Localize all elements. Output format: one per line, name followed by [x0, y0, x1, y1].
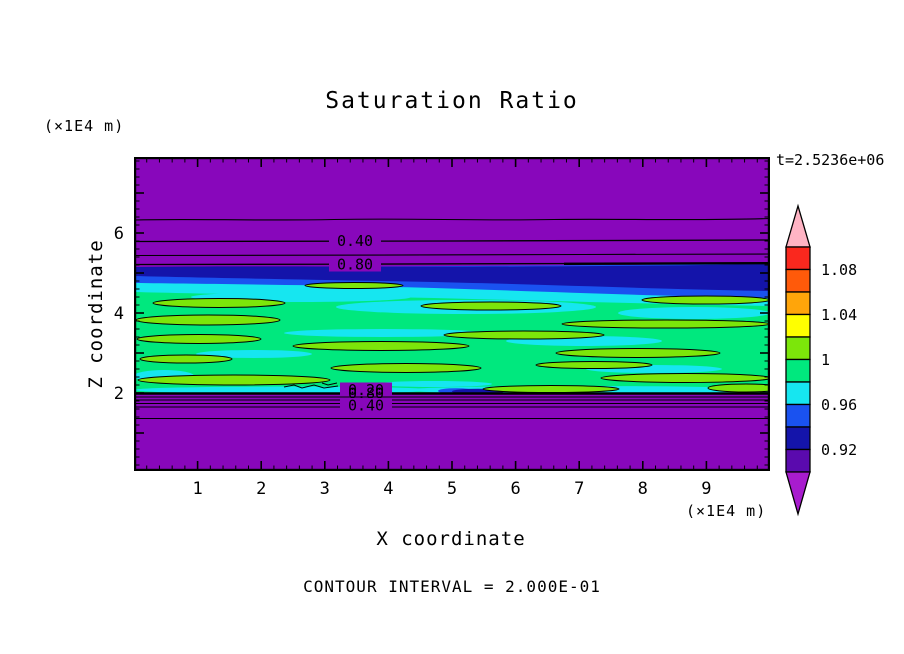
x-tick-label: 5	[447, 479, 457, 499]
colorbar-label: 0.96	[821, 396, 857, 414]
chart-title: Saturation Ratio	[325, 88, 579, 114]
contour-field: 0.40 0.80 0.20 0.80 0.40	[134, 157, 770, 471]
colorbar-segment	[785, 358, 811, 383]
x-axis-title: X coordinate	[376, 528, 526, 550]
x-tick-label: 3	[320, 479, 330, 499]
svg-text:0.40: 0.40	[348, 397, 384, 415]
colorbar-segment	[785, 336, 811, 361]
colorbar-segment	[785, 381, 811, 406]
colorbar-label: 1.08	[821, 261, 857, 279]
x-tick-label: 6	[510, 479, 520, 499]
lower-line-contours	[134, 392, 770, 420]
colorbar-segment	[785, 313, 811, 338]
svg-text:0.80: 0.80	[337, 256, 373, 274]
contour-squiggles	[283, 382, 339, 389]
colorbar-label: 0.92	[821, 441, 857, 459]
navy-band	[134, 264, 770, 291]
x-tick-label: 4	[383, 479, 393, 499]
axis-ticks	[135, 158, 769, 470]
y-axis-unit-label: (×1E4 m)	[44, 117, 125, 135]
x-tick-label: 9	[701, 479, 711, 499]
svg-text:0.40: 0.40	[337, 232, 373, 250]
upper-line-contours	[134, 217, 770, 266]
x-tick-label: 1	[192, 479, 202, 499]
y-tick-label: 6	[114, 224, 124, 244]
colorbar-segment	[785, 403, 811, 428]
colorbar-segment	[785, 246, 811, 271]
contour-label-040-upper: 0.40	[329, 232, 381, 250]
colorbar-segment	[785, 268, 811, 293]
colorbar-segment	[785, 426, 811, 451]
contour-label-040-lower: 0.40	[340, 397, 392, 415]
contour-label-080-upper: 0.80	[329, 256, 381, 274]
colorbar-below-range-arrow	[785, 471, 811, 517]
y-tick-label: 2	[114, 384, 124, 404]
colorbar: 1.08 1.04 1 0.96 0.92	[785, 203, 857, 517]
colorbar-segment	[785, 448, 811, 473]
x-tick-label: 2	[256, 479, 266, 499]
svg-text:0.20: 0.20	[348, 381, 384, 399]
x-tick-label: 8	[638, 479, 648, 499]
y-tick-label: 4	[114, 304, 124, 324]
supersaturated-lenses	[135, 282, 770, 393]
contour-label-020-lower: 0.20	[340, 381, 392, 399]
axis-tick-labels: 1 2 3 4 5 6 7 8 9 2 4 6	[114, 224, 712, 499]
contour-line-labels: 0.40 0.80 0.20 0.80 0.40	[329, 232, 392, 415]
colorbar-label: 1	[821, 351, 830, 369]
colorbar-above-range-arrow	[785, 203, 811, 248]
time-annotation: t=2.5236e+06	[776, 151, 885, 169]
contour-interval-note: CONTOUR INTERVAL = 2.000E-01	[303, 577, 601, 596]
colorbar-segment	[785, 291, 811, 316]
colorbar-label: 1.04	[821, 306, 857, 324]
x-axis-unit-label: (×1E4 m)	[686, 502, 767, 520]
x-tick-label: 7	[574, 479, 584, 499]
